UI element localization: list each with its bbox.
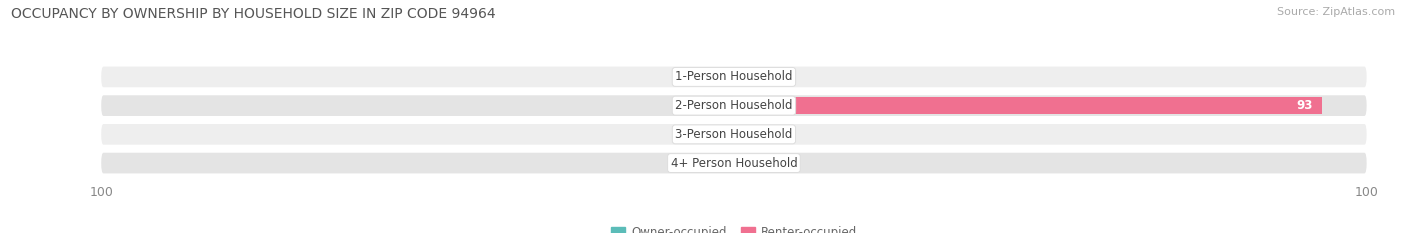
Text: Source: ZipAtlas.com: Source: ZipAtlas.com bbox=[1277, 7, 1395, 17]
FancyBboxPatch shape bbox=[101, 124, 1367, 145]
Bar bbox=[734, 97, 1323, 114]
FancyBboxPatch shape bbox=[101, 153, 1367, 173]
FancyBboxPatch shape bbox=[703, 126, 734, 143]
Text: 0: 0 bbox=[692, 128, 699, 141]
Text: OCCUPANCY BY OWNERSHIP BY HOUSEHOLD SIZE IN ZIP CODE 94964: OCCUPANCY BY OWNERSHIP BY HOUSEHOLD SIZE… bbox=[11, 7, 496, 21]
Text: 2-Person Household: 2-Person Household bbox=[675, 99, 793, 112]
Text: 4+ Person Household: 4+ Person Household bbox=[671, 157, 797, 170]
Text: 0: 0 bbox=[692, 99, 699, 112]
FancyBboxPatch shape bbox=[703, 68, 734, 86]
FancyBboxPatch shape bbox=[734, 154, 765, 172]
Text: 0: 0 bbox=[775, 157, 782, 170]
Text: 0: 0 bbox=[692, 70, 699, 83]
FancyBboxPatch shape bbox=[101, 95, 1367, 116]
FancyBboxPatch shape bbox=[703, 154, 734, 172]
Text: 93: 93 bbox=[1296, 99, 1313, 112]
Text: 0: 0 bbox=[692, 157, 699, 170]
Text: 3-Person Household: 3-Person Household bbox=[675, 128, 793, 141]
FancyBboxPatch shape bbox=[734, 68, 765, 86]
FancyBboxPatch shape bbox=[703, 97, 734, 114]
FancyBboxPatch shape bbox=[734, 126, 765, 143]
Legend: Owner-occupied, Renter-occupied: Owner-occupied, Renter-occupied bbox=[606, 221, 862, 233]
Text: 0: 0 bbox=[775, 128, 782, 141]
Text: 0: 0 bbox=[775, 70, 782, 83]
Text: 1-Person Household: 1-Person Household bbox=[675, 70, 793, 83]
FancyBboxPatch shape bbox=[101, 67, 1367, 87]
